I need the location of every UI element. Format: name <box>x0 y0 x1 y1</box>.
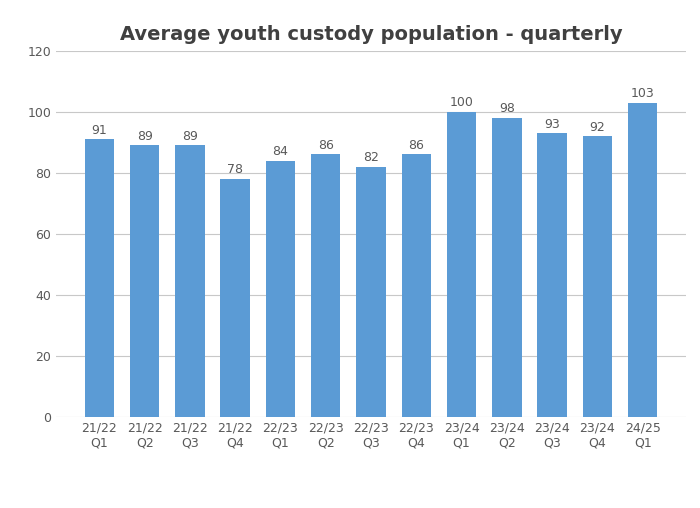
Bar <box>85 139 114 417</box>
Bar <box>447 112 476 417</box>
Text: 84: 84 <box>272 145 288 158</box>
Text: 98: 98 <box>499 103 514 115</box>
Bar <box>220 179 250 417</box>
Text: 103: 103 <box>631 87 655 100</box>
Bar <box>538 133 567 417</box>
Bar <box>356 167 386 417</box>
Bar <box>628 103 657 417</box>
Text: 100: 100 <box>449 97 473 109</box>
Text: 93: 93 <box>544 118 560 131</box>
Text: 89: 89 <box>182 130 198 143</box>
Text: 86: 86 <box>408 139 424 152</box>
Bar <box>266 161 295 417</box>
Text: 89: 89 <box>136 130 153 143</box>
Bar <box>582 136 612 417</box>
Text: 86: 86 <box>318 139 334 152</box>
Text: 92: 92 <box>589 121 606 134</box>
Text: 82: 82 <box>363 151 379 164</box>
Bar <box>130 145 160 417</box>
Title: Average youth custody population - quarterly: Average youth custody population - quart… <box>120 25 622 44</box>
Text: 78: 78 <box>228 164 243 176</box>
Bar <box>175 145 204 417</box>
Bar <box>492 118 522 417</box>
Text: 91: 91 <box>92 124 107 137</box>
Bar <box>402 154 431 417</box>
Bar <box>311 154 340 417</box>
